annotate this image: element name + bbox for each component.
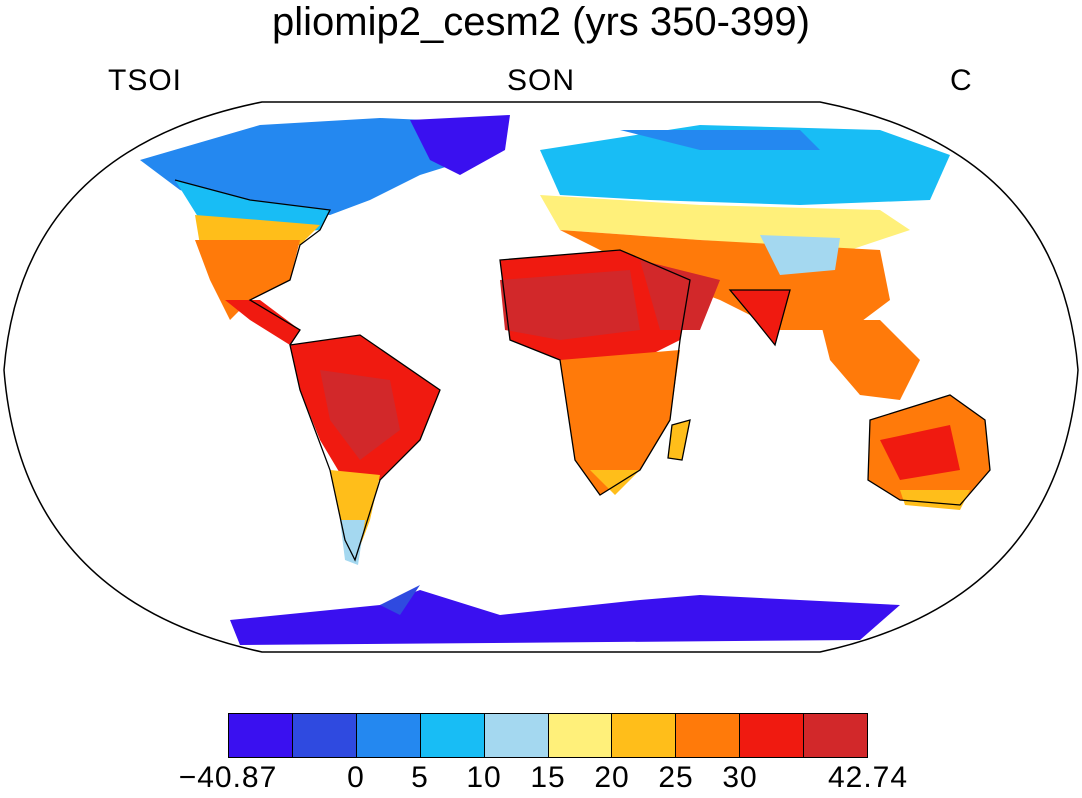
colorbar-tick-label: 10 (466, 761, 502, 794)
colorbar-tick-label: 15 (530, 761, 566, 794)
colorbar-tick-label: 25 (658, 761, 694, 794)
africa-south (560, 350, 680, 495)
colorbar-tick-label: 42.74 (827, 761, 909, 794)
madagascar (668, 420, 690, 460)
india (730, 290, 790, 345)
colorbar-swatch (740, 714, 805, 757)
eurasia-mid (540, 195, 910, 250)
north-america-cold (140, 118, 500, 215)
north-america-warm (195, 240, 300, 320)
colorbar-swatch (292, 714, 357, 757)
sahara (500, 270, 640, 340)
arabia (640, 260, 720, 330)
antarctica (230, 590, 900, 645)
australia-core (880, 425, 960, 480)
season-label: SON (506, 64, 575, 97)
colorbar (228, 713, 868, 758)
tibet-cold (760, 235, 840, 275)
colorbar-swatch (229, 714, 293, 757)
antarctica-edge (380, 585, 420, 615)
colorbar-tick-label: 0 (347, 761, 365, 794)
colorbar-tick-label: 20 (594, 761, 630, 794)
colorbar-tick-label: 5 (411, 761, 429, 794)
units-label: C (950, 64, 973, 97)
plot-title: pliomip2_cesm2 (yrs 350-399) (271, 0, 810, 44)
map-border (3, 101, 1079, 653)
eurasia-north (540, 125, 950, 205)
central-america (225, 300, 300, 345)
south-america-south (330, 470, 380, 560)
colorbar-swatch (420, 714, 485, 757)
coastlines (174, 179, 991, 562)
colorbar-swatch (484, 714, 549, 757)
colorbar-swatch (676, 714, 741, 757)
greenland (410, 115, 510, 175)
colorbar-tick-label: −40.87 (178, 761, 278, 794)
colorbar-swatch (548, 714, 613, 757)
colorbar-swatch (804, 714, 868, 757)
colorbar-swatch (356, 714, 421, 757)
australia-south (900, 490, 970, 510)
eurasia-arctic (620, 130, 820, 150)
variable-label: TSOI (108, 64, 183, 97)
colorbar-swatch (612, 714, 677, 757)
temperature-field (140, 115, 990, 645)
africa-tip (590, 470, 640, 495)
south-america-tip (340, 520, 365, 565)
south-america-core (320, 370, 400, 460)
colorbar-tick-label: 30 (722, 761, 758, 794)
southeast-asia (820, 320, 920, 400)
